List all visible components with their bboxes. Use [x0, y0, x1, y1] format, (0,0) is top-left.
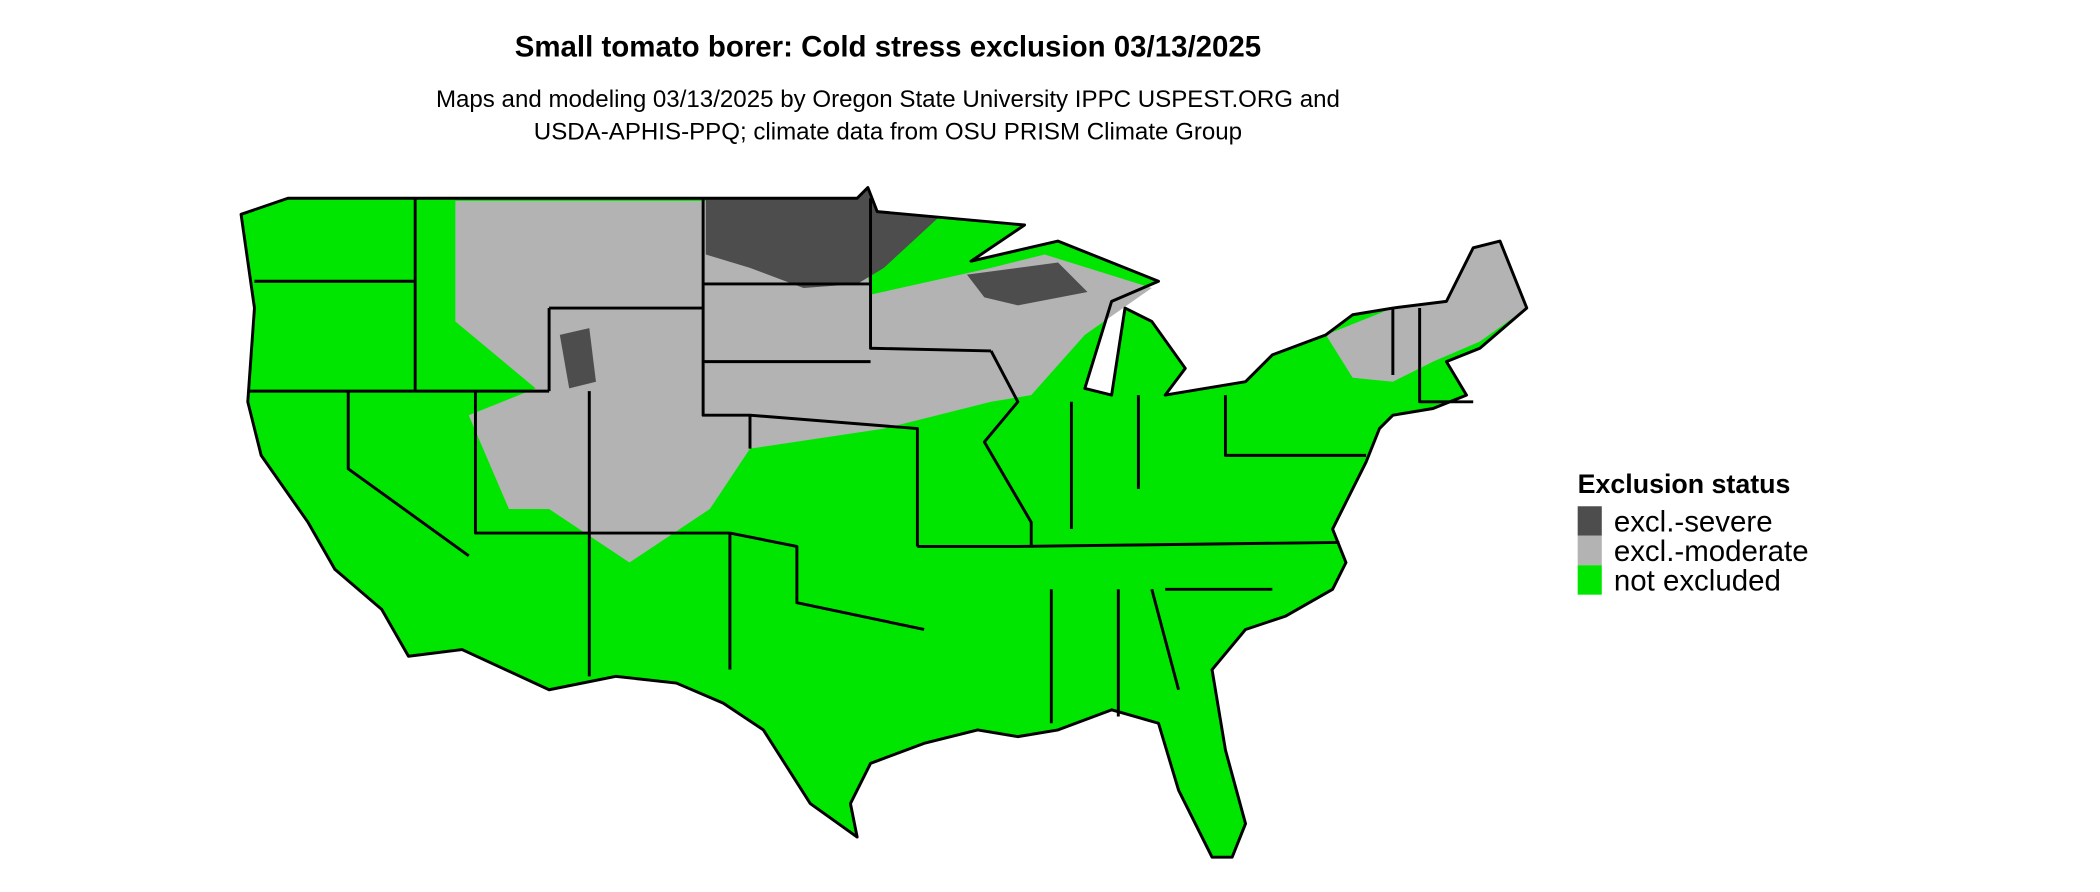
severe-exclusion-area [966, 262, 1088, 306]
subtitle-line: USDA-APHIS-PPQ; climate data from OSU PR… [534, 118, 1242, 145]
legend-swatch [1577, 565, 1602, 595]
legend-swatch [1577, 506, 1602, 536]
map-title: Small tomato borer: Cold stress exclusio… [515, 30, 1261, 63]
legend-label: not excluded [1614, 565, 1781, 598]
state-borders [239, 186, 1529, 859]
legend: Exclusion status excl.-severeexcl.-moder… [1577, 469, 1809, 598]
not-excluded-area [241, 187, 1527, 858]
severe-exclusion-area [559, 328, 596, 389]
legend-swatch [1577, 535, 1602, 566]
legend-label: excl.-moderate [1614, 535, 1809, 568]
moderate-exclusion-area [1325, 241, 1527, 382]
legend-title: Exclusion status [1578, 469, 1791, 499]
map [239, 186, 1529, 859]
legend-label: excl.-severe [1614, 506, 1773, 539]
moderate-exclusion-area [455, 200, 1152, 563]
subtitle-line: Maps and modeling 03/13/2025 by Oregon S… [436, 86, 1340, 113]
